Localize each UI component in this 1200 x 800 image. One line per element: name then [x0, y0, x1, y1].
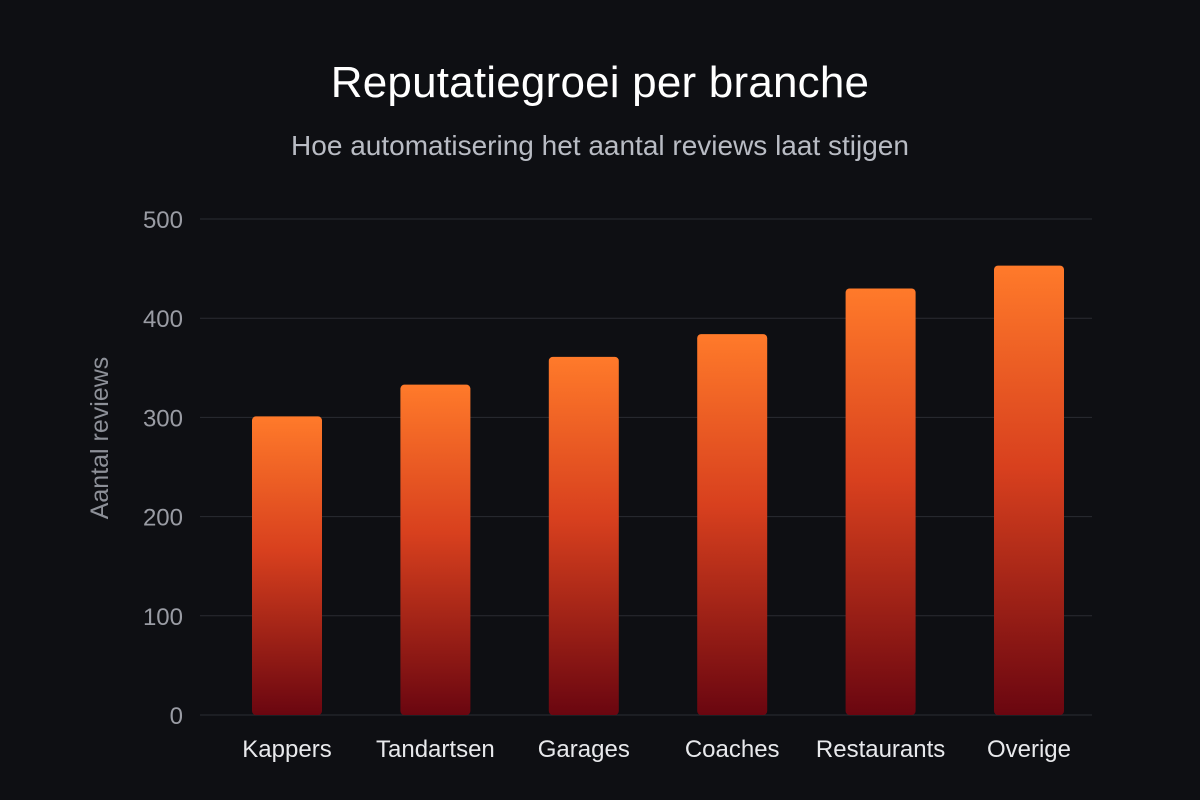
- x-tick-label-coaches: Coaches: [685, 736, 780, 763]
- x-tick-label-garages: Garages: [538, 736, 630, 763]
- bars: [252, 265, 1064, 715]
- chart-subtitle: Hoe automatisering het aantal reviews la…: [291, 130, 909, 161]
- chart-title: Reputatiegroei per branche: [330, 58, 870, 107]
- bar-restaurants: [845, 288, 916, 715]
- x-tick-label-overige: Overige: [987, 736, 1071, 763]
- bar-kappers: [252, 416, 322, 715]
- x-tick-label-restaurants: Restaurants: [816, 736, 945, 763]
- bar-garages: [548, 356, 619, 715]
- grid-lines: [200, 218, 1092, 716]
- y-tick-label: 0: [170, 703, 183, 730]
- y-tick-label: 200: [143, 505, 183, 532]
- y-tick-label: 400: [143, 306, 183, 333]
- x-axis-labels: Kappers Tandartsen Garages Coaches Restauran…: [242, 736, 1071, 763]
- y-tick-label: 500: [143, 207, 183, 234]
- y-tick-label: 100: [143, 604, 183, 631]
- bar-coaches: [697, 334, 768, 715]
- y-tick-label: 300: [143, 405, 183, 432]
- bar-overige: [994, 265, 1064, 715]
- bar-tandartsen: [400, 384, 471, 715]
- y-axis-title: Aantal reviews: [86, 357, 114, 520]
- y-axis-ticks: 0 100 200 300 400 500: [143, 207, 183, 730]
- x-tick-label-tandartsen: Tandartsen: [376, 736, 495, 763]
- x-tick-label-kappers: Kappers: [242, 736, 331, 763]
